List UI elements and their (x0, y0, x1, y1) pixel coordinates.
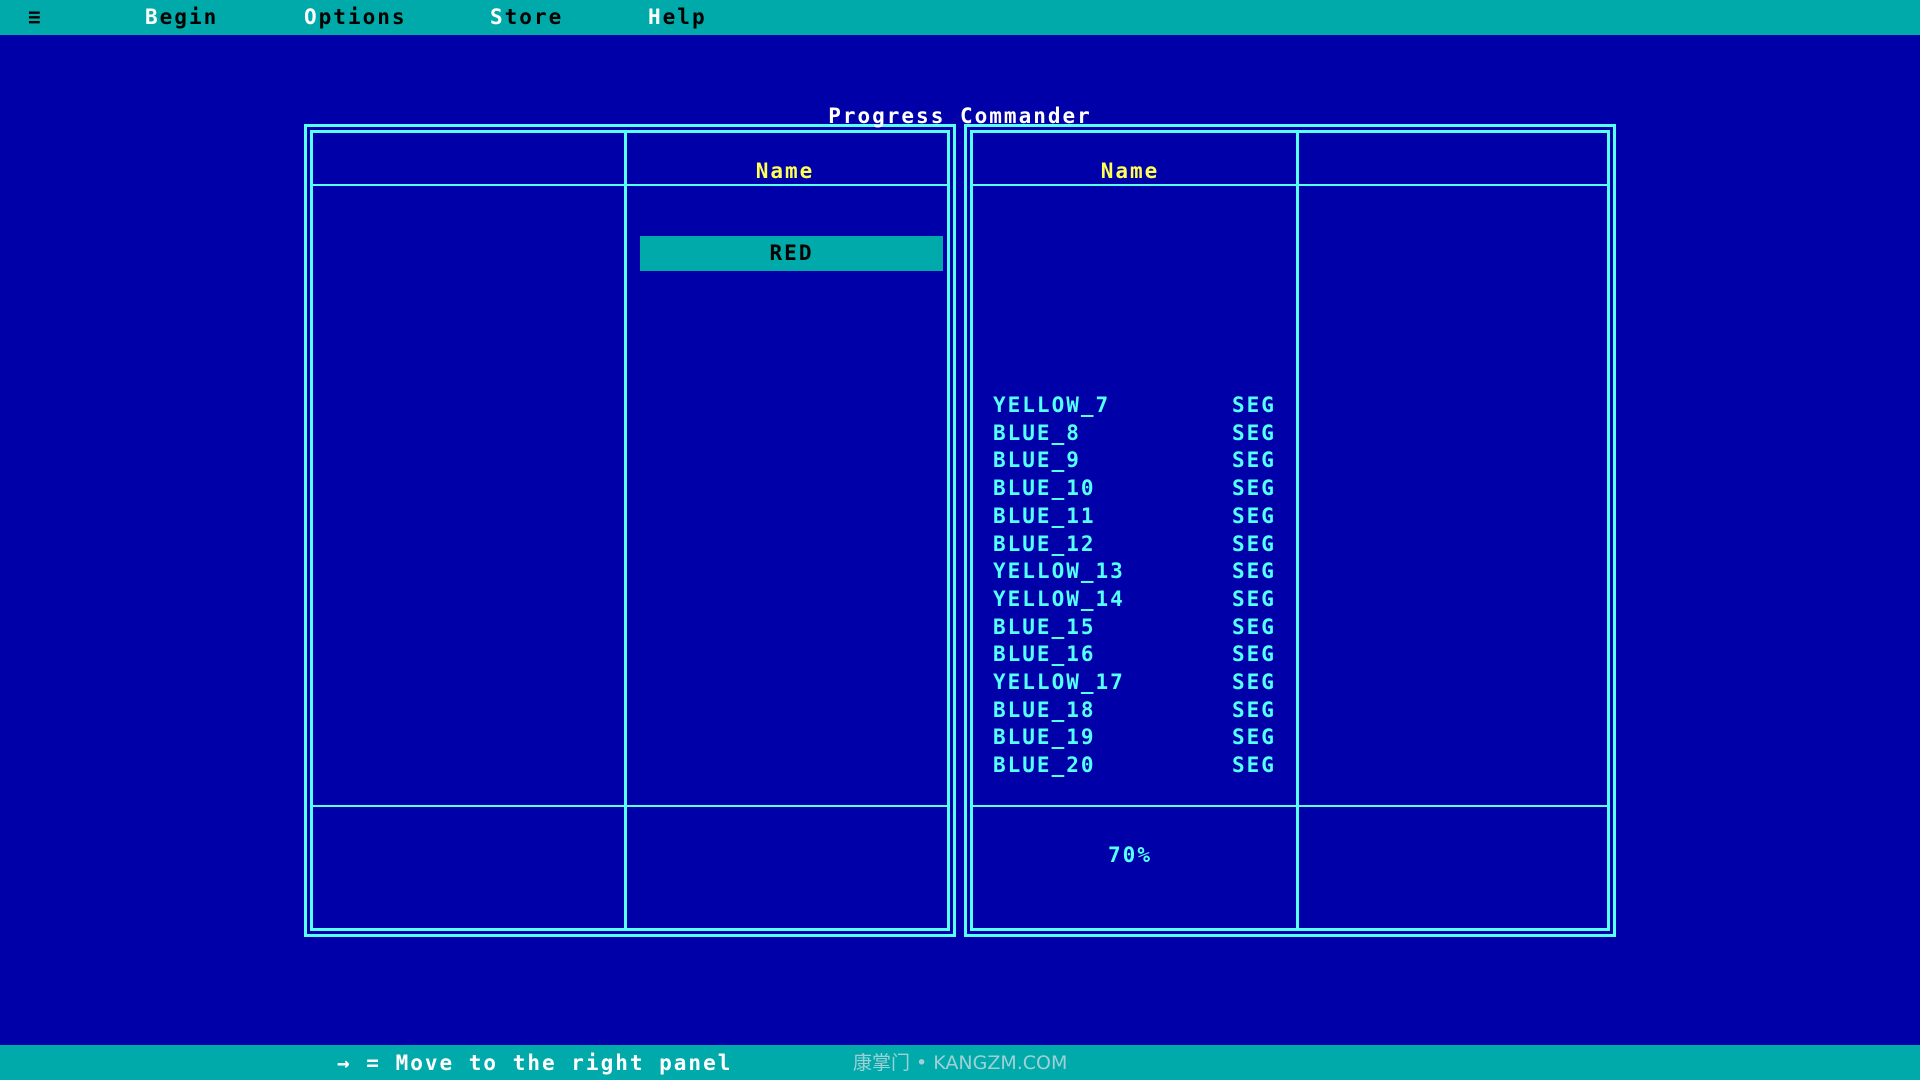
right-panel-inner-border (970, 130, 1610, 931)
item-type: SEG (1232, 586, 1276, 611)
item-name: YELLOW_7 (993, 393, 1111, 417)
hamburger-menu-icon[interactable]: ≡ (28, 5, 43, 29)
item-name: BLUE_16 (993, 642, 1096, 667)
item-name: YELLOW_14 (993, 586, 1125, 611)
left-panel-inner-border (310, 130, 950, 931)
left-panel[interactable] (304, 124, 956, 937)
column-divider (1296, 133, 1299, 928)
list-item[interactable]: BLUE_18 SEG (993, 697, 1274, 723)
list-item[interactable]: BLUE_16 SEG (993, 641, 1274, 667)
list-item[interactable]: YELLOW_17 SEG (993, 669, 1274, 695)
item-name: YELLOW_13 (993, 559, 1125, 584)
menu-bar: ≡ Begin Options Store Help (0, 0, 1920, 35)
item-type: SEG (1232, 393, 1276, 417)
footer-divider (973, 805, 1607, 807)
menu-hotkey: B (145, 5, 160, 29)
item-type: SEG (1232, 670, 1276, 694)
item-name: BLUE_15 (993, 614, 1096, 639)
item-name: YELLOW_17 (993, 670, 1125, 694)
item-type: SEG (1232, 559, 1276, 584)
menu-hotkey: S (490, 5, 505, 29)
list-item[interactable]: BLUE_12 SEG (993, 531, 1274, 557)
item-name: BLUE_20 (993, 753, 1096, 778)
item-name: BLUE_11 (993, 503, 1096, 528)
item-type: SEG (1232, 697, 1276, 722)
list-item[interactable]: BLUE_15 SEG (993, 614, 1274, 640)
menu-label: tore (504, 5, 564, 29)
item-name: BLUE_9 (993, 448, 1081, 473)
item-type: SEG (1232, 531, 1276, 556)
right-panel[interactable] (964, 124, 1616, 937)
header-divider (313, 184, 947, 186)
column-divider (624, 133, 627, 928)
list-item[interactable]: YELLOW_13 SEG (993, 558, 1274, 584)
menu-options[interactable]: Options (304, 3, 407, 31)
list-item[interactable]: BLUE_8 SEG (993, 420, 1274, 446)
status-bar: → = Move to the right panel 康掌门 • KANGZM… (0, 1045, 1920, 1080)
list-item[interactable]: BLUE_19 SEG (993, 724, 1274, 750)
menu-hotkey: O (304, 5, 319, 29)
footer-divider (313, 805, 947, 807)
menu-label: elp (662, 5, 707, 29)
list-item[interactable]: BLUE_20 SEG (993, 752, 1274, 778)
item-name: BLUE_19 (993, 725, 1096, 750)
list-item[interactable]: BLUE_11 SEG (993, 503, 1274, 529)
item-type: SEG (1232, 476, 1276, 501)
list-item[interactable]: YELLOW_7 SEG (993, 392, 1274, 418)
menu-begin[interactable]: Begin (145, 3, 218, 31)
menu-store[interactable]: Store (490, 3, 563, 31)
header-divider (973, 184, 1607, 186)
item-name: BLUE_18 (993, 697, 1096, 722)
item-type: SEG (1232, 420, 1276, 445)
menu-help[interactable]: Help (648, 3, 707, 31)
item-type: SEG (1232, 503, 1276, 528)
item-name: BLUE_8 (993, 420, 1081, 445)
right-column-header-name[interactable]: Name (1100, 159, 1160, 183)
selected-item-red[interactable]: RED (640, 236, 943, 271)
list-item[interactable]: YELLOW_14 SEG (993, 586, 1274, 612)
progress-percent: 70% (1108, 843, 1152, 867)
item-type: SEG (1232, 642, 1276, 667)
menu-hotkey: H (648, 5, 663, 29)
item-type: SEG (1232, 448, 1276, 473)
list-item[interactable]: BLUE_10 SEG (993, 475, 1274, 501)
item-name: BLUE_12 (993, 531, 1096, 556)
left-column-header-name[interactable]: Name (755, 159, 815, 183)
menu-label: ptions (318, 5, 407, 29)
item-type: SEG (1232, 753, 1276, 778)
item-type: SEG (1232, 725, 1276, 750)
item-type: SEG (1232, 614, 1276, 639)
status-hint: → = Move to the right panel (337, 1051, 733, 1075)
window-title: Progress Commander (828, 104, 1092, 128)
item-name: BLUE_10 (993, 476, 1096, 501)
watermark: 康掌门 • KANGZM.COM (853, 1052, 1068, 1074)
list-item[interactable]: BLUE_9 SEG (993, 447, 1274, 473)
menu-label: egin (159, 5, 219, 29)
